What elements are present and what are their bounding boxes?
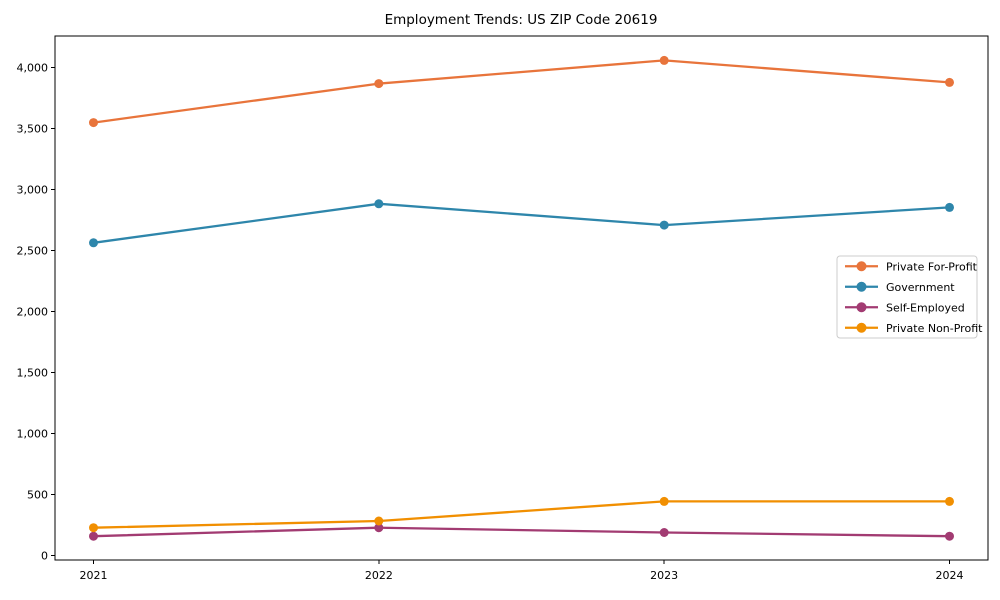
y-tick-label: 3,000 — [17, 184, 49, 197]
legend-swatch-marker — [856, 261, 867, 272]
data-point-self-employed — [945, 531, 954, 541]
data-point-government — [945, 202, 954, 212]
data-point-private-non-profit — [659, 496, 669, 506]
data-point-government — [659, 220, 669, 230]
legend-label-government: Government — [886, 281, 955, 294]
legend-label-self-employed: Self-Employed — [886, 301, 965, 314]
chart-title: Employment Trends: US ZIP Code 20619 — [385, 12, 658, 28]
data-point-private-for-profit — [659, 55, 669, 65]
data-point-private-for-profit — [945, 77, 954, 87]
legend: Private For-Profit Government Self-Employe… — [836, 255, 983, 339]
data-point-self-employed — [374, 523, 384, 533]
x-tick-label: 2024 — [936, 569, 964, 582]
y-tick-label: 3,500 — [17, 123, 49, 136]
x-tick-label: 2021 — [80, 569, 108, 582]
y-tick-label: 0 — [41, 550, 48, 563]
y-tick-label: 500 — [27, 489, 48, 502]
y-tick-label: 4,000 — [17, 62, 49, 75]
legend-swatch-marker — [856, 322, 867, 333]
y-tick-label: 1,500 — [17, 367, 49, 380]
series-line-self-employed — [92, 526, 951, 538]
x-tick-label: 2023 — [650, 569, 678, 582]
data-point-private-non-profit — [945, 496, 954, 506]
y-tick-label: 2,000 — [17, 306, 49, 319]
series-line-private-for-profit — [92, 59, 951, 124]
legend-label-private-for-profit: Private For-Profit — [886, 260, 978, 273]
data-point-private-for-profit — [374, 79, 384, 89]
legend-swatch-marker — [856, 281, 867, 292]
series-line-government — [92, 202, 951, 244]
data-point-government — [374, 199, 384, 209]
axis-ticks: 0 500 1,000 1,500 2,000 2,500 3,000 3,500 4,000 2… — [17, 62, 964, 582]
legend-swatch-marker — [856, 302, 867, 313]
plot-area — [54, 35, 989, 561]
legend-label-private-non-profit: Private Non-Profit — [886, 322, 983, 335]
data-point-private-non-profit — [89, 523, 98, 533]
data-point-self-employed — [659, 528, 669, 537]
data-point-private-for-profit — [89, 118, 98, 128]
legend-box — [836, 255, 978, 339]
x-tick-label: 2022 — [365, 569, 393, 582]
y-tick-label: 2,500 — [17, 245, 49, 258]
data-point-self-employed — [89, 531, 98, 541]
data-point-private-non-profit — [374, 516, 384, 526]
chart-series — [89, 55, 954, 541]
data-point-government — [89, 238, 98, 248]
y-tick-label: 1,000 — [17, 428, 49, 441]
series-line-private-non-profit — [92, 500, 951, 529]
